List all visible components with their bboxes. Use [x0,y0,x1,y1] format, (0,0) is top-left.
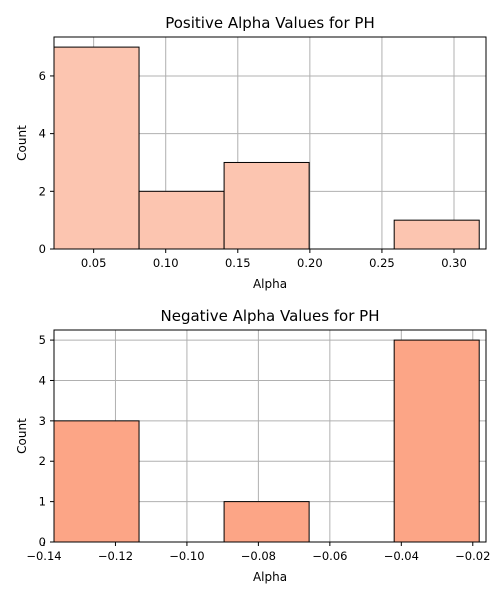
y-tick-label: 2 [39,184,46,198]
x-tick-label: 0.20 [297,256,323,270]
x-tick-label: −0.04 [384,549,419,563]
x-axis-label: Alpha [253,570,287,584]
x-ticks: 0.05 0.10 0.15 0.20 0.25 0.30 [81,249,467,270]
x-tick-label: 0.05 [81,256,107,270]
x-tick-label: −0.02 [455,549,490,563]
y-tick-label: 4 [39,373,46,387]
y-tick-label: 0 [39,242,46,256]
histogram-bar [393,219,480,250]
plot-frame [53,329,487,543]
x-tick-label: 0.10 [153,256,179,270]
positive-alpha-histogram: 0.05 0.10 0.15 0.20 0.25 0.30 0 2 4 6 Positive A… [15,14,487,291]
y-axis-label: Count [15,125,29,161]
x-tick-label: 0.30 [441,256,467,270]
y-tick-label: 0 [39,535,46,549]
y-tick-label: 6 [39,69,46,83]
bars [53,339,480,543]
histogram-bar [138,190,225,250]
y-axis-label: Count [15,418,29,454]
x-tick-label: −0.10 [169,549,204,563]
y-tick-label: 2 [39,454,46,468]
x-tick-label: 0.25 [369,256,395,270]
chart-title: Positive Alpha Values for PH [165,14,375,32]
histogram-bar [393,339,480,543]
x-tick-label: −0.12 [98,549,133,563]
plot-frame [53,36,487,250]
negative-alpha-histogram: −0.14 −0.12 −0.10 −0.08 −0.06 −0.04 −0.02 0 1 2 3… [15,307,490,584]
y-tick-label: 1 [39,495,46,509]
x-tick-label: 0.15 [225,256,251,270]
y-tick-label: 5 [39,333,46,347]
histogram-bar [223,161,310,250]
x-ticks: −0.14 −0.12 −0.10 −0.08 −0.06 −0.04 −0.02 [26,542,490,563]
y-ticks: 0 1 2 3 4 5 [39,333,54,549]
histogram-bar [223,501,310,543]
x-tick-label: −0.06 [312,549,347,563]
bars [53,46,480,250]
chart-title: Negative Alpha Values for PH [161,307,380,325]
y-ticks: 0 2 4 6 [39,69,54,256]
x-axis-label: Alpha [253,277,287,291]
x-tick-label: −0.14 [26,549,61,563]
y-tick-label: 3 [39,414,46,428]
histogram-bar [53,46,140,250]
y-tick-label: 4 [39,127,46,141]
histogram-bar [53,420,140,543]
x-tick-label: −0.08 [241,549,276,563]
